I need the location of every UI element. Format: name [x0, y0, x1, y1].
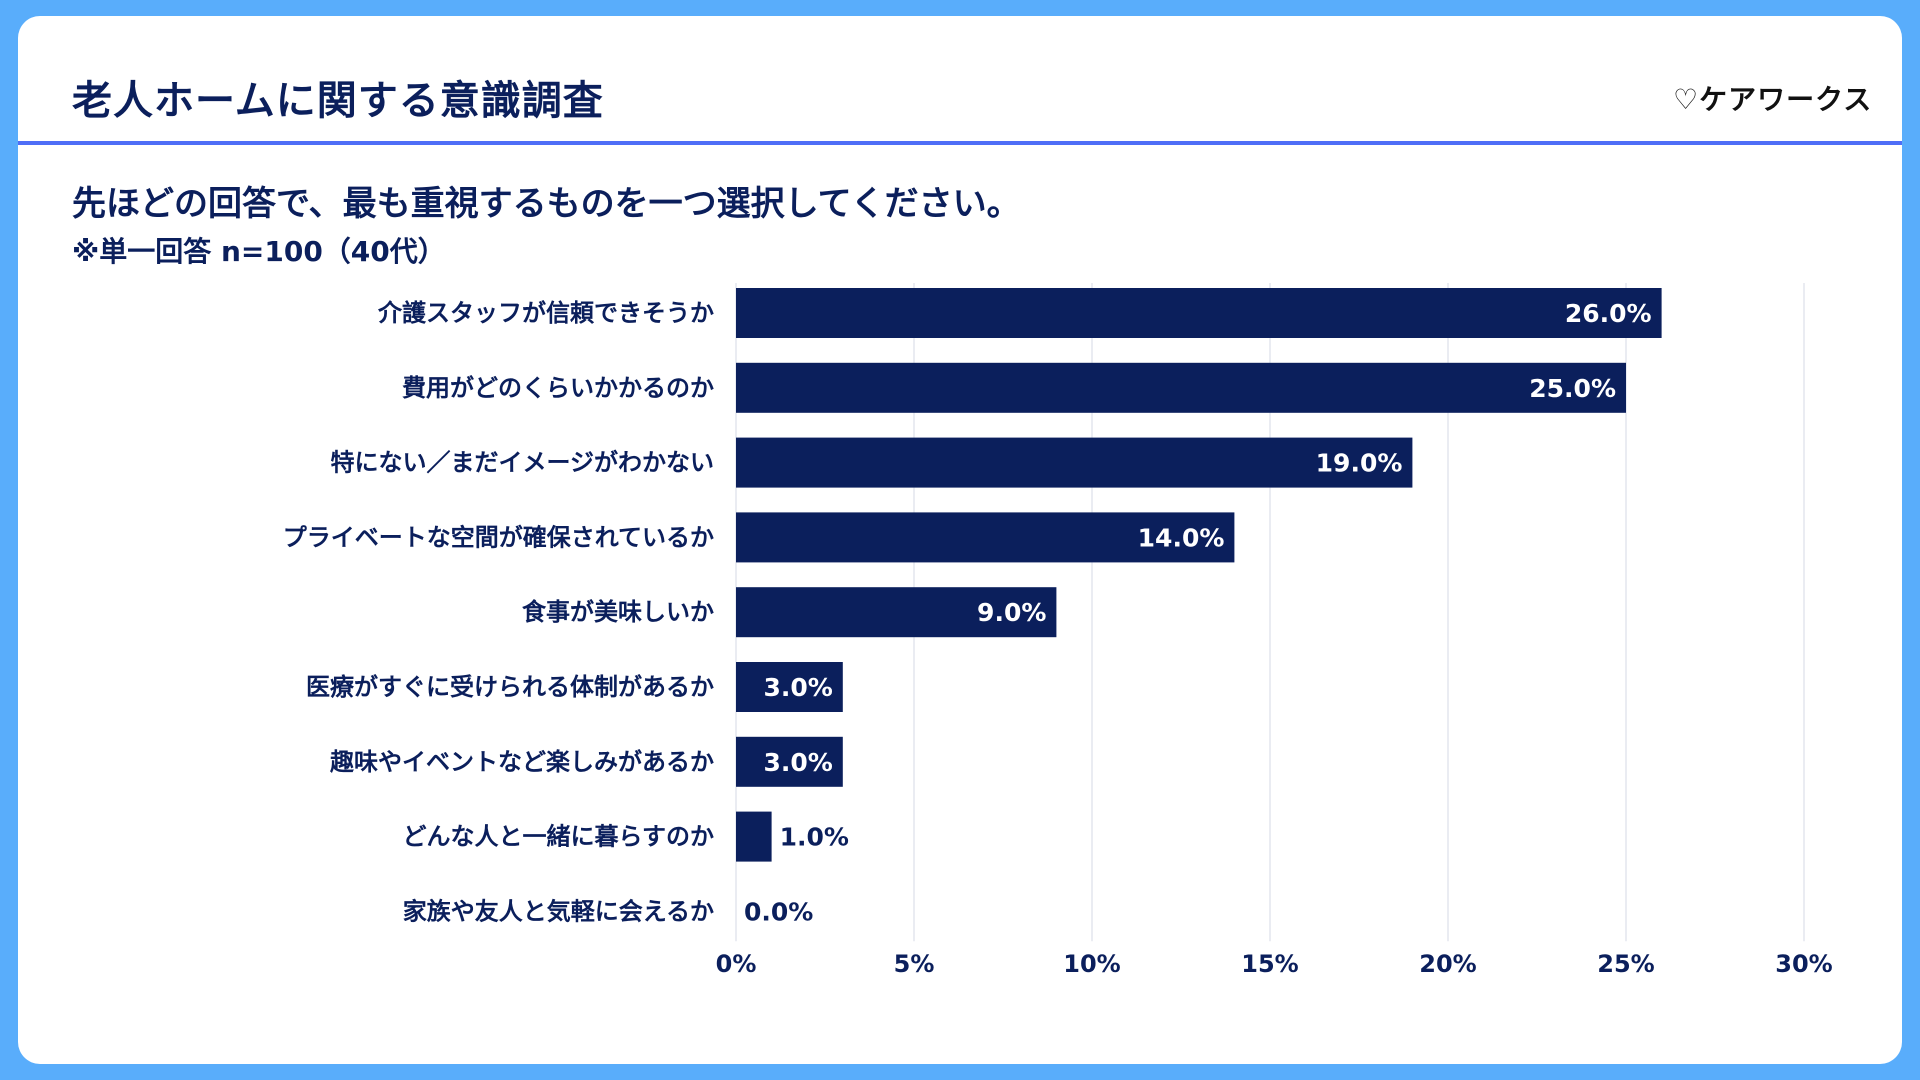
x-tick-label: 20%	[1419, 950, 1476, 978]
bar	[736, 288, 1662, 338]
x-tick-label: 15%	[1241, 950, 1298, 978]
category-label: 趣味やイベントなど楽しみがあるか	[329, 748, 714, 776]
divider	[18, 141, 1902, 145]
data-label: 26.0%	[1565, 299, 1652, 328]
x-tick-label: 10%	[1063, 950, 1120, 978]
bar	[736, 512, 1235, 563]
category-label: 家族や友人と気軽に会えるか	[403, 897, 714, 925]
page-title: 老人ホームに関する意識調査	[72, 78, 604, 124]
bar	[736, 736, 843, 787]
data-label: 3.0%	[763, 673, 832, 702]
data-label: 1.0%	[780, 823, 849, 852]
chart-title: 先ほどの回答で、最も重視するものを一つ選択してください。	[72, 184, 1021, 224]
bar	[736, 362, 1626, 413]
logo: ♡ケアワークス	[1673, 78, 1872, 118]
x-tick-label: 5%	[894, 950, 935, 978]
chart-subtitle: ※単一回答 n=100（40代）	[72, 235, 446, 268]
logo-text: ケアワークス	[1699, 83, 1873, 116]
bar	[736, 811, 772, 862]
x-tick-label: 25%	[1597, 950, 1654, 978]
bar	[736, 587, 1057, 638]
card: 老人ホームに関する意識調査 ♡ケアワークス 先ほどの回答で、最も重視するものを一…	[18, 16, 1902, 1064]
x-tick-label: 30%	[1775, 950, 1832, 978]
data-label: 19.0%	[1316, 449, 1403, 478]
category-label: プライベートな空間が確保されているか	[283, 523, 714, 551]
data-label: 3.0%	[763, 748, 832, 777]
category-label: 食事が美味しいか	[522, 598, 714, 626]
x-tick-label: 0%	[716, 950, 757, 978]
bar	[736, 437, 1413, 488]
category-label: 医療がすぐに受けられる体制があるか	[306, 673, 714, 701]
category-label: どんな人と一緒に暮らすのか	[402, 823, 714, 851]
data-label: 25.0%	[1529, 374, 1616, 403]
data-label: 9.0%	[977, 598, 1046, 627]
category-label: 費用がどのくらいかかるのか	[402, 374, 714, 402]
data-label: 14.0%	[1138, 523, 1225, 552]
heart-icon: ♡	[1673, 83, 1700, 116]
data-label: 0.0%	[744, 897, 813, 926]
category-label: 特にない／まだイメージがわかない	[330, 449, 714, 477]
bar	[736, 662, 843, 712]
category-label: 介護スタッフが信頼できそうか	[377, 299, 714, 327]
